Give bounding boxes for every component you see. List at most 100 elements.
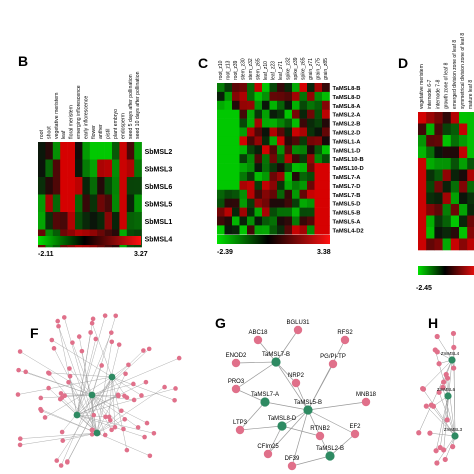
network-h-edge	[426, 405, 456, 437]
heatmap-c-column-label: spike_z32	[286, 57, 292, 80]
heatmap-b-cell	[52, 212, 61, 230]
heatmap-c-cell	[224, 83, 233, 93]
heatmap-c-cell	[254, 180, 263, 191]
network-h-node	[427, 430, 433, 436]
panel-b-label: B	[18, 53, 28, 69]
heatmap-c-row-label: TaMSL5-B	[333, 211, 361, 217]
network-h-edge	[436, 336, 453, 361]
heatmap-d-cell	[418, 135, 427, 147]
heatmap-c-cell	[217, 216, 225, 226]
heatmap-c-cell	[239, 145, 248, 155]
heatmap-c-cell	[277, 207, 285, 217]
network-f-node	[51, 346, 57, 351]
heatmap-b-scale-min: -2.11	[38, 251, 54, 258]
heatmap-d-cell	[459, 227, 468, 239]
heatmap-c-cell	[292, 100, 300, 110]
heatmap-c-cell	[284, 189, 293, 199]
network-f-edge	[111, 364, 129, 378]
heatmap-c-cell	[307, 100, 315, 110]
heatmap-c-cell	[217, 189, 225, 199]
network-f-edge	[18, 369, 93, 396]
network-f-node	[139, 393, 144, 398]
heatmap-d-cell	[450, 158, 460, 170]
heatmap-c-cell	[322, 118, 330, 128]
heatmap-c-cell	[307, 91, 315, 102]
heatmap-b-cell	[89, 212, 98, 230]
network-f-edge	[76, 414, 106, 418]
heatmap-b-cell	[67, 142, 76, 160]
network-f-edge	[91, 394, 139, 428]
heatmap-d-cell	[450, 227, 460, 239]
heatmap-d-column-label: emerged division zone of leaf 8	[452, 40, 458, 109]
heatmap-b-column-label: pistil	[106, 129, 112, 139]
heatmap-c-row-label: TaMSL7-B	[333, 193, 361, 199]
heatmap-c-cell	[254, 91, 263, 102]
heatmap-d-cell	[426, 123, 435, 136]
network-f-node	[90, 316, 96, 322]
network-g-edge	[267, 409, 309, 455]
network-h-node	[434, 333, 440, 340]
network-f-edge	[76, 388, 176, 416]
network-f-node	[66, 379, 71, 385]
heatmap-b-row-label: SbMSL2	[145, 149, 173, 156]
heatmap-c-cell	[232, 216, 240, 226]
heatmap-d-cell	[450, 146, 460, 159]
heatmap-b-column-label: floral meristem	[69, 105, 75, 139]
heatmap-b-cell	[38, 177, 46, 195]
heatmap-c-cell	[307, 163, 315, 173]
heatmap-c-cell	[217, 91, 225, 102]
heatmap-c-cell	[292, 189, 300, 199]
heatmap-c-cell	[299, 225, 308, 235]
heatmap-b-cell	[75, 212, 83, 230]
heatmap-b-cell	[126, 212, 135, 230]
heatmap-b-cell	[67, 212, 76, 230]
network-g-edge	[275, 361, 309, 411]
heatmap-c-cell	[322, 216, 330, 226]
heatmap-c-cell	[224, 109, 233, 119]
network-f-edge	[76, 338, 96, 416]
heatmap-c-cell	[247, 154, 255, 164]
heatmap-d-cell	[434, 158, 443, 170]
network-g-edge	[329, 433, 356, 457]
heatmap-c-cell	[307, 83, 315, 93]
heatmap-c-cell	[322, 109, 330, 119]
heatmap-b-column-label: vegetative meristem	[54, 93, 60, 139]
heatmap-c-cell	[314, 225, 323, 235]
heatmap-c-cell	[299, 127, 308, 137]
heatmap-b-cell	[38, 212, 46, 230]
heatmap-b-row-label: SbMSL5	[145, 201, 173, 208]
heatmap-c-cell	[322, 145, 330, 155]
heatmap-c-cell	[254, 83, 263, 93]
heatmap-c-cell	[307, 154, 315, 164]
heatmap-c-cell	[247, 109, 255, 119]
heatmap-c-cell	[239, 91, 248, 102]
heatmap-c-cell	[217, 127, 225, 137]
heatmap-d-cell	[467, 215, 474, 228]
heatmap-c-cell	[224, 136, 233, 146]
heatmap-c-cell	[247, 225, 255, 235]
heatmap-b-cell	[97, 212, 105, 230]
heatmap-c-cell	[247, 100, 255, 110]
heatmap-d-cell	[450, 169, 460, 182]
heatmap-c-scale-max: 3.38	[317, 249, 331, 256]
network-f-node	[15, 392, 21, 397]
heatmap-c-column-label: root_z10	[218, 60, 224, 80]
heatmap-c-cell	[299, 216, 308, 226]
network-g-node-label: ENOD2	[226, 353, 247, 359]
heatmap-b-scale-max: 3.27	[134, 251, 148, 258]
network-g-edge	[291, 409, 309, 467]
heatmap-c-cell	[217, 145, 225, 155]
network-g-target-node	[328, 359, 338, 369]
heatmap-c-cell	[307, 127, 315, 137]
heatmap-c-cell	[232, 127, 240, 137]
heatmap-c-column-label: root_z13	[226, 60, 232, 80]
heatmap-d-cell	[467, 204, 474, 216]
network-g-target-node	[361, 397, 371, 407]
heatmap-d-scale-min: -2.45	[416, 285, 432, 292]
heatmap-b-column-label: seed 10 days after pollination	[135, 71, 141, 139]
heatmap-c-column-label: root_z39	[233, 60, 239, 80]
heatmap-c-cell	[292, 198, 300, 208]
heatmap-c-cell	[232, 180, 240, 191]
heatmap-c-cell	[247, 91, 255, 102]
network-h-edge	[423, 359, 453, 390]
